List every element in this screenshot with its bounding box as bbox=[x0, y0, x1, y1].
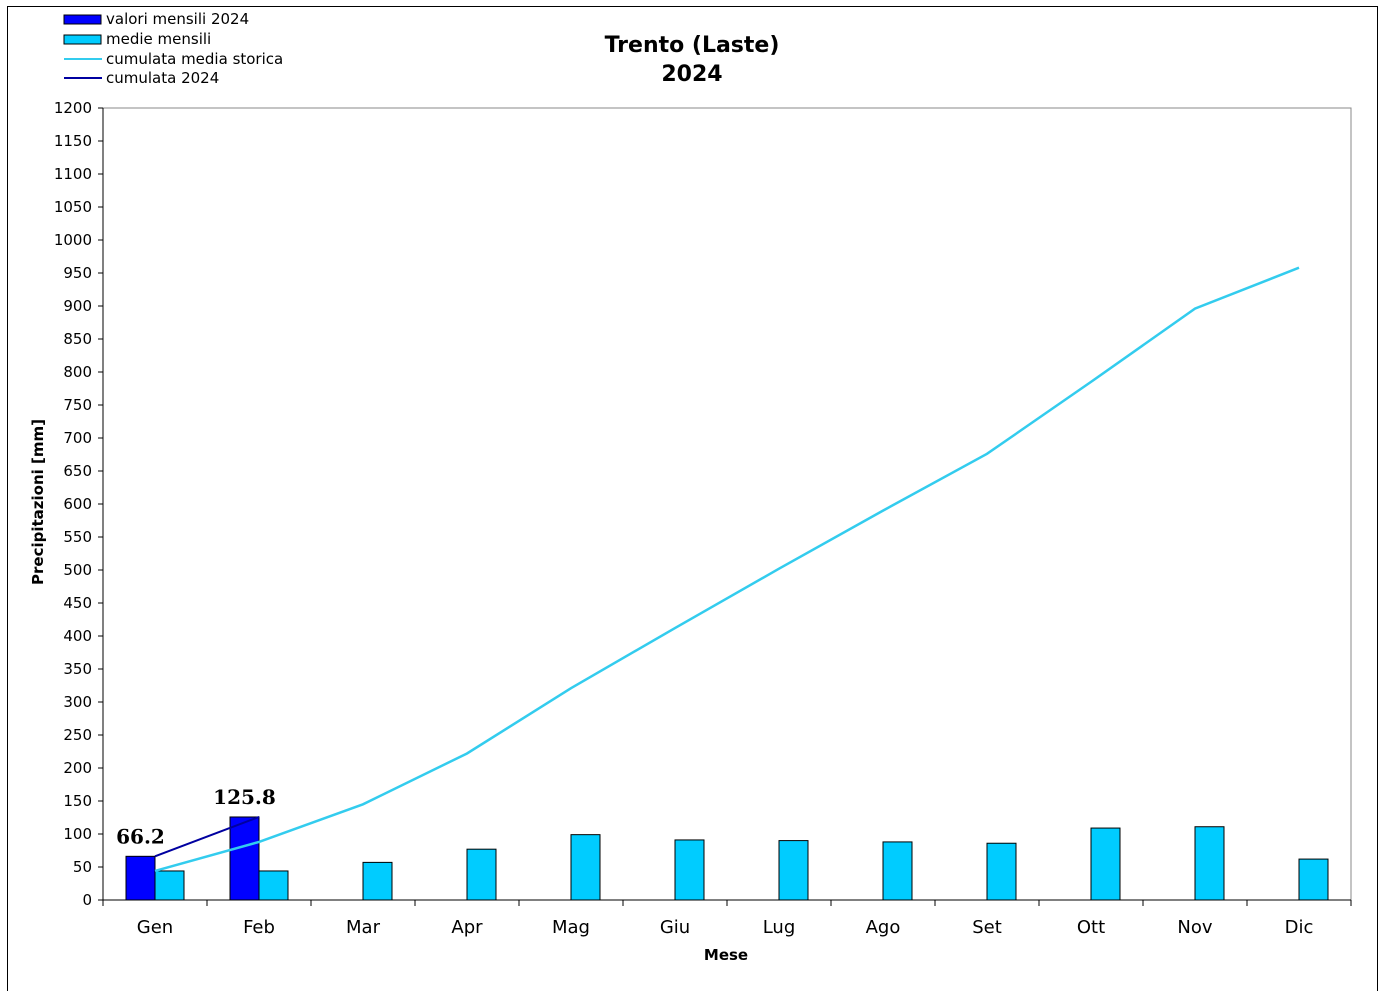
bar-media-set bbox=[986, 842, 1017, 901]
chart-frame bbox=[7, 6, 1378, 991]
x-tick-label-apr: Apr bbox=[451, 917, 483, 938]
bar-media-gen bbox=[154, 870, 185, 901]
y-tick-label: 400 bbox=[63, 627, 92, 645]
x-tick-label-set: Set bbox=[972, 917, 1002, 938]
y-tick-label: 550 bbox=[63, 528, 92, 546]
legend-label-medie-mensili: medie mensili bbox=[106, 30, 211, 48]
y-tick-label: 850 bbox=[63, 330, 92, 348]
bar-media-mag bbox=[570, 834, 601, 901]
y-tick-label: 300 bbox=[63, 693, 92, 711]
bar-media-giu bbox=[674, 839, 705, 901]
y-tick-label: 700 bbox=[63, 429, 92, 447]
y-tick-label: 250 bbox=[63, 726, 92, 744]
y-tick-label: 50 bbox=[73, 858, 92, 876]
bar-2024-feb bbox=[229, 816, 260, 901]
y-tick-label: 350 bbox=[63, 660, 92, 678]
y-tick-label: 950 bbox=[63, 264, 92, 282]
legend-label-cumulata-media: cumulata media storica bbox=[106, 50, 283, 68]
x-tick-label-feb: Feb bbox=[243, 917, 275, 938]
y-axis-title: Precipitazioni [mm] bbox=[29, 419, 47, 585]
y-tick-label: 750 bbox=[63, 396, 92, 414]
bar-media-ago bbox=[882, 841, 913, 901]
y-tick-label: 150 bbox=[63, 792, 92, 810]
y-tick-label: 600 bbox=[63, 495, 92, 513]
legend-label-valori-mensili: valori mensili 2024 bbox=[106, 10, 249, 28]
y-tick-label: 800 bbox=[63, 363, 92, 381]
x-tick-label-mar: Mar bbox=[346, 917, 381, 938]
y-tick-label: 450 bbox=[63, 594, 92, 612]
bar-media-nov bbox=[1194, 826, 1225, 901]
line-cumulata-2024 bbox=[154, 816, 260, 858]
x-tick-label-lug: Lug bbox=[763, 917, 796, 938]
chart-title-line2: 2024 bbox=[661, 62, 722, 87]
bar-media-ott bbox=[1090, 827, 1121, 901]
x-tick-label-gen: Gen bbox=[137, 917, 173, 938]
data-label-feb: 125.8 bbox=[213, 785, 276, 809]
y-tick-label: 1000 bbox=[54, 231, 92, 249]
bar-media-lug bbox=[778, 840, 809, 901]
x-tick-label-mag: Mag bbox=[552, 917, 590, 938]
y-tick-label: 1200 bbox=[54, 99, 92, 117]
y-tick-label: 100 bbox=[63, 825, 92, 843]
bar-media-dic bbox=[1298, 858, 1329, 901]
y-tick-label: 1150 bbox=[54, 132, 92, 150]
y-tick-label: 1100 bbox=[54, 165, 92, 183]
y-tick-label: 500 bbox=[63, 561, 92, 579]
x-tick-label-ago: Ago bbox=[866, 917, 901, 938]
y-tick-label: 1050 bbox=[54, 198, 92, 216]
bar-media-mar bbox=[362, 861, 393, 901]
y-tick-label: 650 bbox=[63, 462, 92, 480]
x-tick-label-giu: Giu bbox=[660, 917, 690, 938]
bar-media-apr bbox=[466, 848, 497, 901]
x-tick-label-nov: Nov bbox=[1177, 917, 1212, 938]
line-cumulata-media-storica bbox=[154, 266, 1300, 873]
bar-media-feb bbox=[258, 870, 289, 901]
y-tick-label: 200 bbox=[63, 759, 92, 777]
plot-area bbox=[102, 107, 1352, 901]
x-tick-label-dic: Dic bbox=[1285, 917, 1314, 938]
y-tick-label: 0 bbox=[82, 891, 92, 909]
bar-2024-gen bbox=[125, 855, 156, 901]
legend: valori mensili 2024 medie mensili cumula… bbox=[63, 10, 283, 87]
x-tick-label-ott: Ott bbox=[1077, 917, 1105, 938]
data-label-gen: 66.2 bbox=[116, 824, 165, 848]
chart-title-line1: Trento (Laste) bbox=[605, 33, 780, 58]
legend-swatch-valori-mensili bbox=[63, 14, 102, 25]
x-axis-title: Mese bbox=[704, 946, 748, 964]
y-tick-label: 900 bbox=[63, 297, 92, 315]
legend-label-cumulata-2024: cumulata 2024 bbox=[106, 69, 219, 87]
legend-swatch-medie-mensili bbox=[63, 34, 102, 45]
